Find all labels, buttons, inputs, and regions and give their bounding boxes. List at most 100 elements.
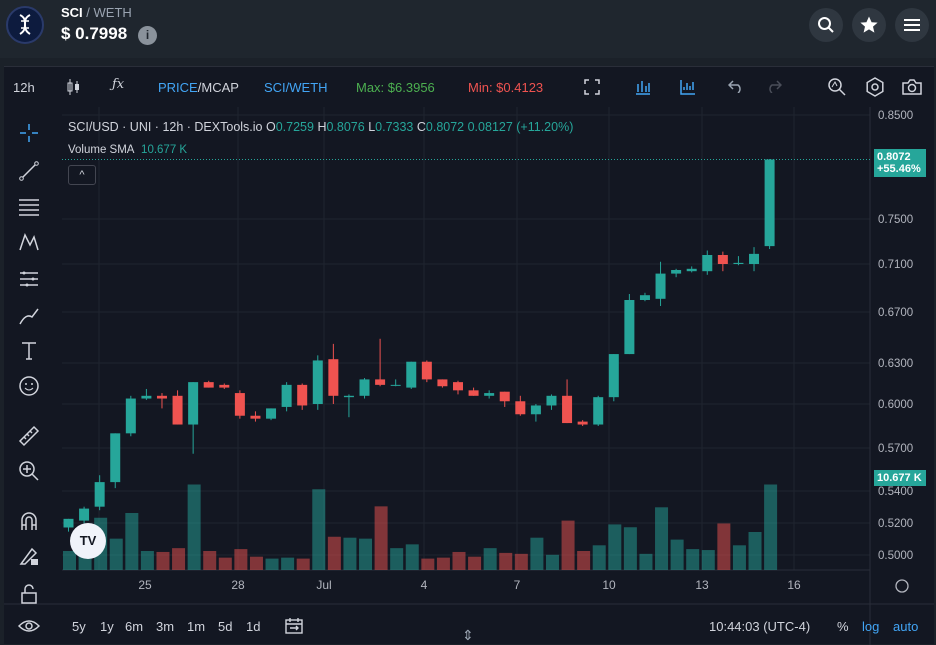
range-1m[interactable]: 1m <box>187 619 206 634</box>
volume-bar <box>499 552 513 570</box>
lock-draw-icon[interactable] <box>18 545 40 567</box>
x-tick-label: 13 <box>695 578 709 592</box>
drawing-tools-sidebar <box>4 107 54 645</box>
volume-tag: 10.677 K <box>874 470 926 486</box>
volume-bar <box>732 545 746 570</box>
fullscreen-icon[interactable] <box>584 79 600 98</box>
zoom-in-icon[interactable] <box>18 460 40 482</box>
volume-bar <box>343 537 357 570</box>
undo-icon[interactable] <box>727 79 744 96</box>
indicators-icon[interactable]: ƒx <box>112 77 125 92</box>
candle-body <box>749 253 760 264</box>
redo-icon[interactable] <box>766 79 783 96</box>
interval-selector[interactable]: 12h <box>13 80 35 95</box>
candle-body <box>453 382 463 391</box>
candle-body <box>156 395 167 399</box>
y-tick-label: 0.6000 <box>878 399 913 411</box>
menu-button[interactable] <box>895 8 929 42</box>
volume-bar <box>623 527 637 570</box>
range-1y[interactable]: 1y <box>100 619 114 634</box>
range-3m[interactable]: 3m <box>156 619 175 634</box>
range-5y[interactable]: 5y <box>72 619 86 634</box>
max-price: Max: $6.3956 <box>356 80 435 95</box>
settings-icon[interactable] <box>865 77 885 100</box>
range-6m[interactable]: 6m <box>125 619 144 634</box>
x-tick-label: 4 <box>421 578 428 592</box>
candle-body <box>63 518 74 528</box>
candle-body <box>499 391 510 402</box>
y-tick-label: 0.5000 <box>878 550 913 562</box>
volume-bar <box>686 549 700 570</box>
min-price: Min: $0.4123 <box>468 80 544 95</box>
magnet-icon[interactable] <box>18 510 40 532</box>
candle-body <box>624 300 635 355</box>
chart-title: SCI/USD · UNI · 12h · DEXTools.io <box>68 120 263 134</box>
candle-body <box>266 408 277 419</box>
y-tick-label: 0.7500 <box>878 214 913 226</box>
candle-body <box>312 360 323 404</box>
lock-icon[interactable] <box>18 583 40 605</box>
candle-body <box>79 508 90 521</box>
high-value: 0.8076 <box>326 120 365 134</box>
y-tick-label: 0.5400 <box>878 486 913 498</box>
x-tick-label: 10 <box>602 578 616 592</box>
candle-body <box>546 395 557 406</box>
eye-icon[interactable] <box>18 615 40 637</box>
tradingview-logo-icon[interactable]: TV <box>70 523 106 559</box>
auto-toggle[interactable]: auto <box>893 619 919 634</box>
clock-time[interactable]: 10:44:03 (UTC-4) <box>709 619 811 634</box>
search-button[interactable] <box>809 8 843 42</box>
menu-icon <box>904 19 920 31</box>
volume-bar <box>530 537 544 570</box>
volume-bar <box>234 549 248 570</box>
range-1d[interactable]: 1d <box>246 619 261 634</box>
open-value: 0.7259 <box>275 120 314 134</box>
trend-line-icon[interactable] <box>18 160 40 182</box>
base-token: SCI <box>61 5 83 20</box>
alert-search-icon[interactable] <box>827 77 847 100</box>
pair-toggle[interactable]: SCI/WETH <box>264 80 328 95</box>
candle-body <box>125 398 136 434</box>
volume-bar <box>421 558 435 570</box>
date-range-icon[interactable] <box>285 617 303 638</box>
plot-area <box>62 107 870 570</box>
ruler-icon[interactable] <box>18 425 40 447</box>
range-5d[interactable]: 5d <box>218 619 233 634</box>
volume-bar <box>172 548 186 570</box>
candle-body <box>94 482 105 507</box>
last-price-tag: 0.8072 +55.46% <box>874 149 926 177</box>
volume-bar <box>748 532 762 570</box>
star-icon <box>860 16 878 33</box>
price-chart[interactable]: 0.8500 0.7500 0.7100 0.6700 0.6300 0.6000 0.57… <box>4 67 934 645</box>
candle-body <box>639 295 650 300</box>
emoji-icon[interactable] <box>18 375 40 397</box>
collapse-legend-button[interactable]: ^ <box>68 165 96 185</box>
candle-body <box>297 384 308 406</box>
info-icon[interactable]: i <box>138 26 157 45</box>
volume-bar <box>265 558 279 570</box>
indicator-chart-icon[interactable] <box>679 78 697 99</box>
candle-body <box>530 405 541 415</box>
price-mcap-toggle[interactable]: PRICE/MCAP <box>158 80 239 95</box>
pair-name[interactable]: SCI / WETH <box>61 5 132 20</box>
bars-compare-icon[interactable] <box>634 78 652 99</box>
camera-icon[interactable] <box>901 77 923 100</box>
volume-bar <box>281 557 295 570</box>
log-toggle[interactable]: log <box>862 619 880 634</box>
candle-body <box>110 433 121 483</box>
percent-toggle[interactable]: % <box>837 619 849 634</box>
resize-handle-icon[interactable]: ⇕ <box>462 627 474 643</box>
brush-icon[interactable] <box>18 305 40 327</box>
pattern-icon[interactable] <box>18 231 40 253</box>
candle-type-icon[interactable] <box>66 78 82 99</box>
favorite-button[interactable] <box>852 8 886 42</box>
crosshair-icon[interactable] <box>18 122 40 144</box>
prediction-icon[interactable] <box>18 268 40 290</box>
volume-bar <box>764 484 778 570</box>
volume-bar <box>655 507 669 570</box>
candle-body <box>764 159 775 247</box>
text-icon[interactable] <box>18 340 40 362</box>
fib-icon[interactable] <box>18 196 40 218</box>
volume-bar <box>359 538 373 570</box>
candle-body <box>234 393 245 416</box>
